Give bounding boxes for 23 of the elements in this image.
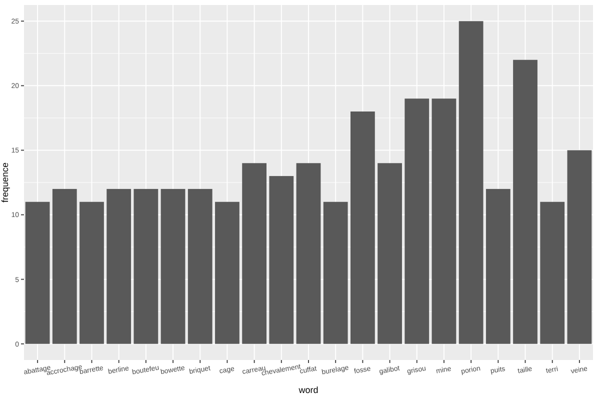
bar	[25, 202, 50, 344]
bar	[106, 188, 132, 344]
bar	[242, 163, 267, 344]
bar	[432, 98, 456, 344]
bar	[296, 163, 321, 344]
bar	[486, 188, 510, 344]
x-axis-title: word	[298, 385, 318, 395]
bar	[80, 202, 104, 344]
bar	[52, 188, 77, 344]
bar	[350, 112, 375, 344]
bar	[540, 202, 565, 344]
bar	[567, 150, 592, 344]
bar	[269, 176, 294, 344]
bar	[323, 202, 348, 344]
y-axis-title: frequence	[0, 162, 10, 203]
bar	[188, 188, 212, 344]
bar	[378, 163, 402, 344]
bar	[404, 98, 430, 344]
bar	[215, 202, 240, 344]
bar	[458, 21, 484, 344]
bar	[134, 188, 158, 344]
bar	[160, 188, 186, 344]
bar	[513, 60, 538, 344]
